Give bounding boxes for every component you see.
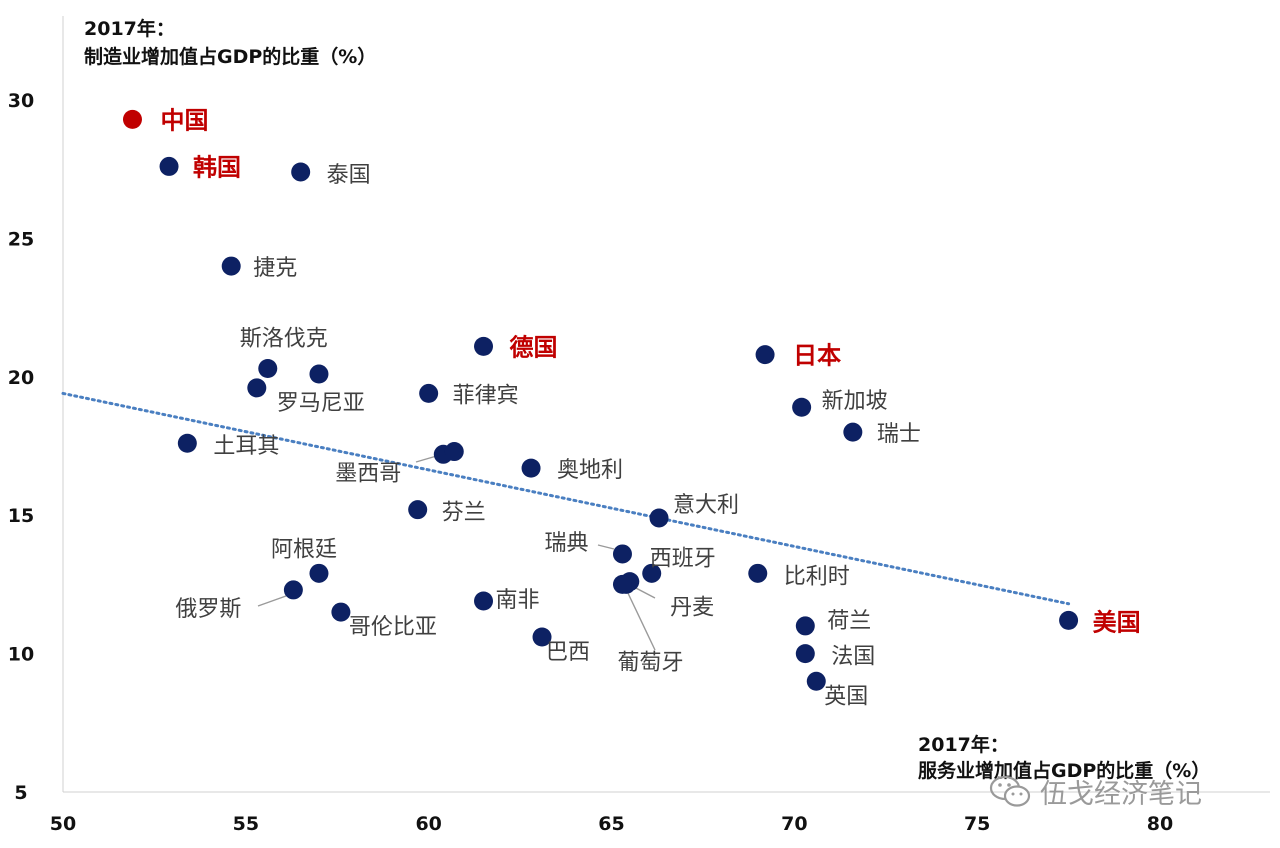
point-label: 土耳其 bbox=[213, 434, 279, 459]
point-label: 意大利 bbox=[673, 493, 739, 518]
point-label: 菲律宾 bbox=[453, 383, 519, 408]
data-point bbox=[159, 156, 179, 176]
x-tick-label: 55 bbox=[233, 813, 259, 835]
data-point bbox=[521, 458, 541, 478]
data-point bbox=[1059, 610, 1079, 630]
point-label: 罗马尼亚 bbox=[277, 391, 365, 416]
point-label: 斯洛伐克 bbox=[240, 326, 328, 351]
data-point bbox=[309, 364, 329, 384]
data-point bbox=[419, 383, 439, 403]
x-tick-label: 70 bbox=[781, 813, 807, 835]
y-tick-label: 25 bbox=[8, 228, 34, 250]
point-label: 丹麦 bbox=[670, 595, 714, 620]
point-label: 墨西哥 bbox=[335, 461, 401, 486]
data-point bbox=[258, 358, 278, 378]
y-tick-label: 5 bbox=[14, 782, 27, 804]
data-point bbox=[612, 544, 632, 564]
data-point bbox=[331, 602, 351, 622]
y-tick-label: 20 bbox=[8, 367, 34, 389]
data-point bbox=[309, 563, 329, 583]
x-axis-title-year: 2017年： bbox=[918, 734, 1009, 756]
data-point bbox=[795, 644, 815, 664]
data-point bbox=[291, 162, 311, 182]
data-point bbox=[532, 627, 552, 647]
x-tick-label: 75 bbox=[964, 813, 990, 835]
watermark: 伍戈经济笔记 bbox=[988, 772, 1202, 811]
data-point bbox=[444, 442, 464, 462]
data-point bbox=[474, 336, 494, 356]
data-point bbox=[122, 109, 142, 129]
leader-line bbox=[597, 544, 615, 550]
x-tick-label: 65 bbox=[598, 813, 624, 835]
data-point bbox=[843, 422, 863, 442]
point-label: 奥地利 bbox=[557, 458, 623, 483]
x-axis-title: 服务业增加值占GDP的比重（%） bbox=[918, 760, 1211, 782]
point-label: 泰国 bbox=[327, 163, 371, 188]
data-point bbox=[408, 500, 428, 520]
data-point bbox=[177, 433, 197, 453]
point-label: 葡萄牙 bbox=[617, 650, 683, 675]
point-label: 南非 bbox=[496, 588, 540, 613]
y-tick-label: 10 bbox=[8, 644, 34, 666]
data-point bbox=[247, 378, 267, 398]
point-label: 巴西 bbox=[546, 640, 590, 665]
data-point bbox=[748, 563, 768, 583]
point-label: 韩国 bbox=[193, 153, 241, 181]
point-label: 哥伦比亚 bbox=[349, 615, 437, 640]
point-label: 比利时 bbox=[784, 564, 850, 589]
data-point bbox=[612, 574, 632, 594]
point-label: 新加坡 bbox=[822, 389, 888, 414]
data-point bbox=[649, 508, 669, 528]
point-label: 瑞士 bbox=[877, 422, 921, 447]
chart-title-year: 2017年： bbox=[84, 18, 175, 40]
x-tick-label: 80 bbox=[1147, 813, 1173, 835]
data-point bbox=[792, 397, 812, 417]
x-tick-label: 60 bbox=[415, 813, 441, 835]
x-tick-label: 50 bbox=[50, 813, 76, 835]
point-label: 荷兰 bbox=[827, 609, 871, 634]
wechat-icon bbox=[989, 775, 1031, 807]
point-label: 瑞典 bbox=[544, 531, 588, 556]
leader-line bbox=[625, 588, 656, 651]
data-point bbox=[755, 345, 775, 365]
y-tick-label: 15 bbox=[8, 505, 34, 527]
point-label: 捷克 bbox=[253, 256, 297, 281]
point-label: 英国 bbox=[824, 684, 868, 709]
point-label: 阿根廷 bbox=[271, 537, 337, 562]
chart-y-axis-title: 制造业增加值占GDP的比重（%） bbox=[84, 46, 377, 68]
point-label: 俄罗斯 bbox=[175, 597, 241, 622]
data-point bbox=[795, 616, 815, 636]
point-label: 西班牙 bbox=[650, 546, 716, 571]
y-tick-label: 30 bbox=[8, 90, 34, 112]
point-label: 美国 bbox=[1093, 608, 1141, 636]
point-label: 德国 bbox=[510, 333, 558, 361]
leader-line bbox=[257, 595, 287, 607]
data-point bbox=[221, 256, 241, 276]
data-point bbox=[474, 591, 494, 611]
point-label: 法国 bbox=[831, 645, 875, 670]
watermark-text: 伍戈经济笔记 bbox=[1040, 779, 1202, 810]
point-label: 芬兰 bbox=[442, 501, 486, 526]
data-point bbox=[283, 580, 303, 600]
data-point bbox=[806, 671, 826, 691]
point-label: 日本 bbox=[793, 342, 841, 370]
point-label: 中国 bbox=[160, 106, 208, 134]
trendline bbox=[61, 391, 1071, 606]
data-point bbox=[642, 563, 662, 583]
